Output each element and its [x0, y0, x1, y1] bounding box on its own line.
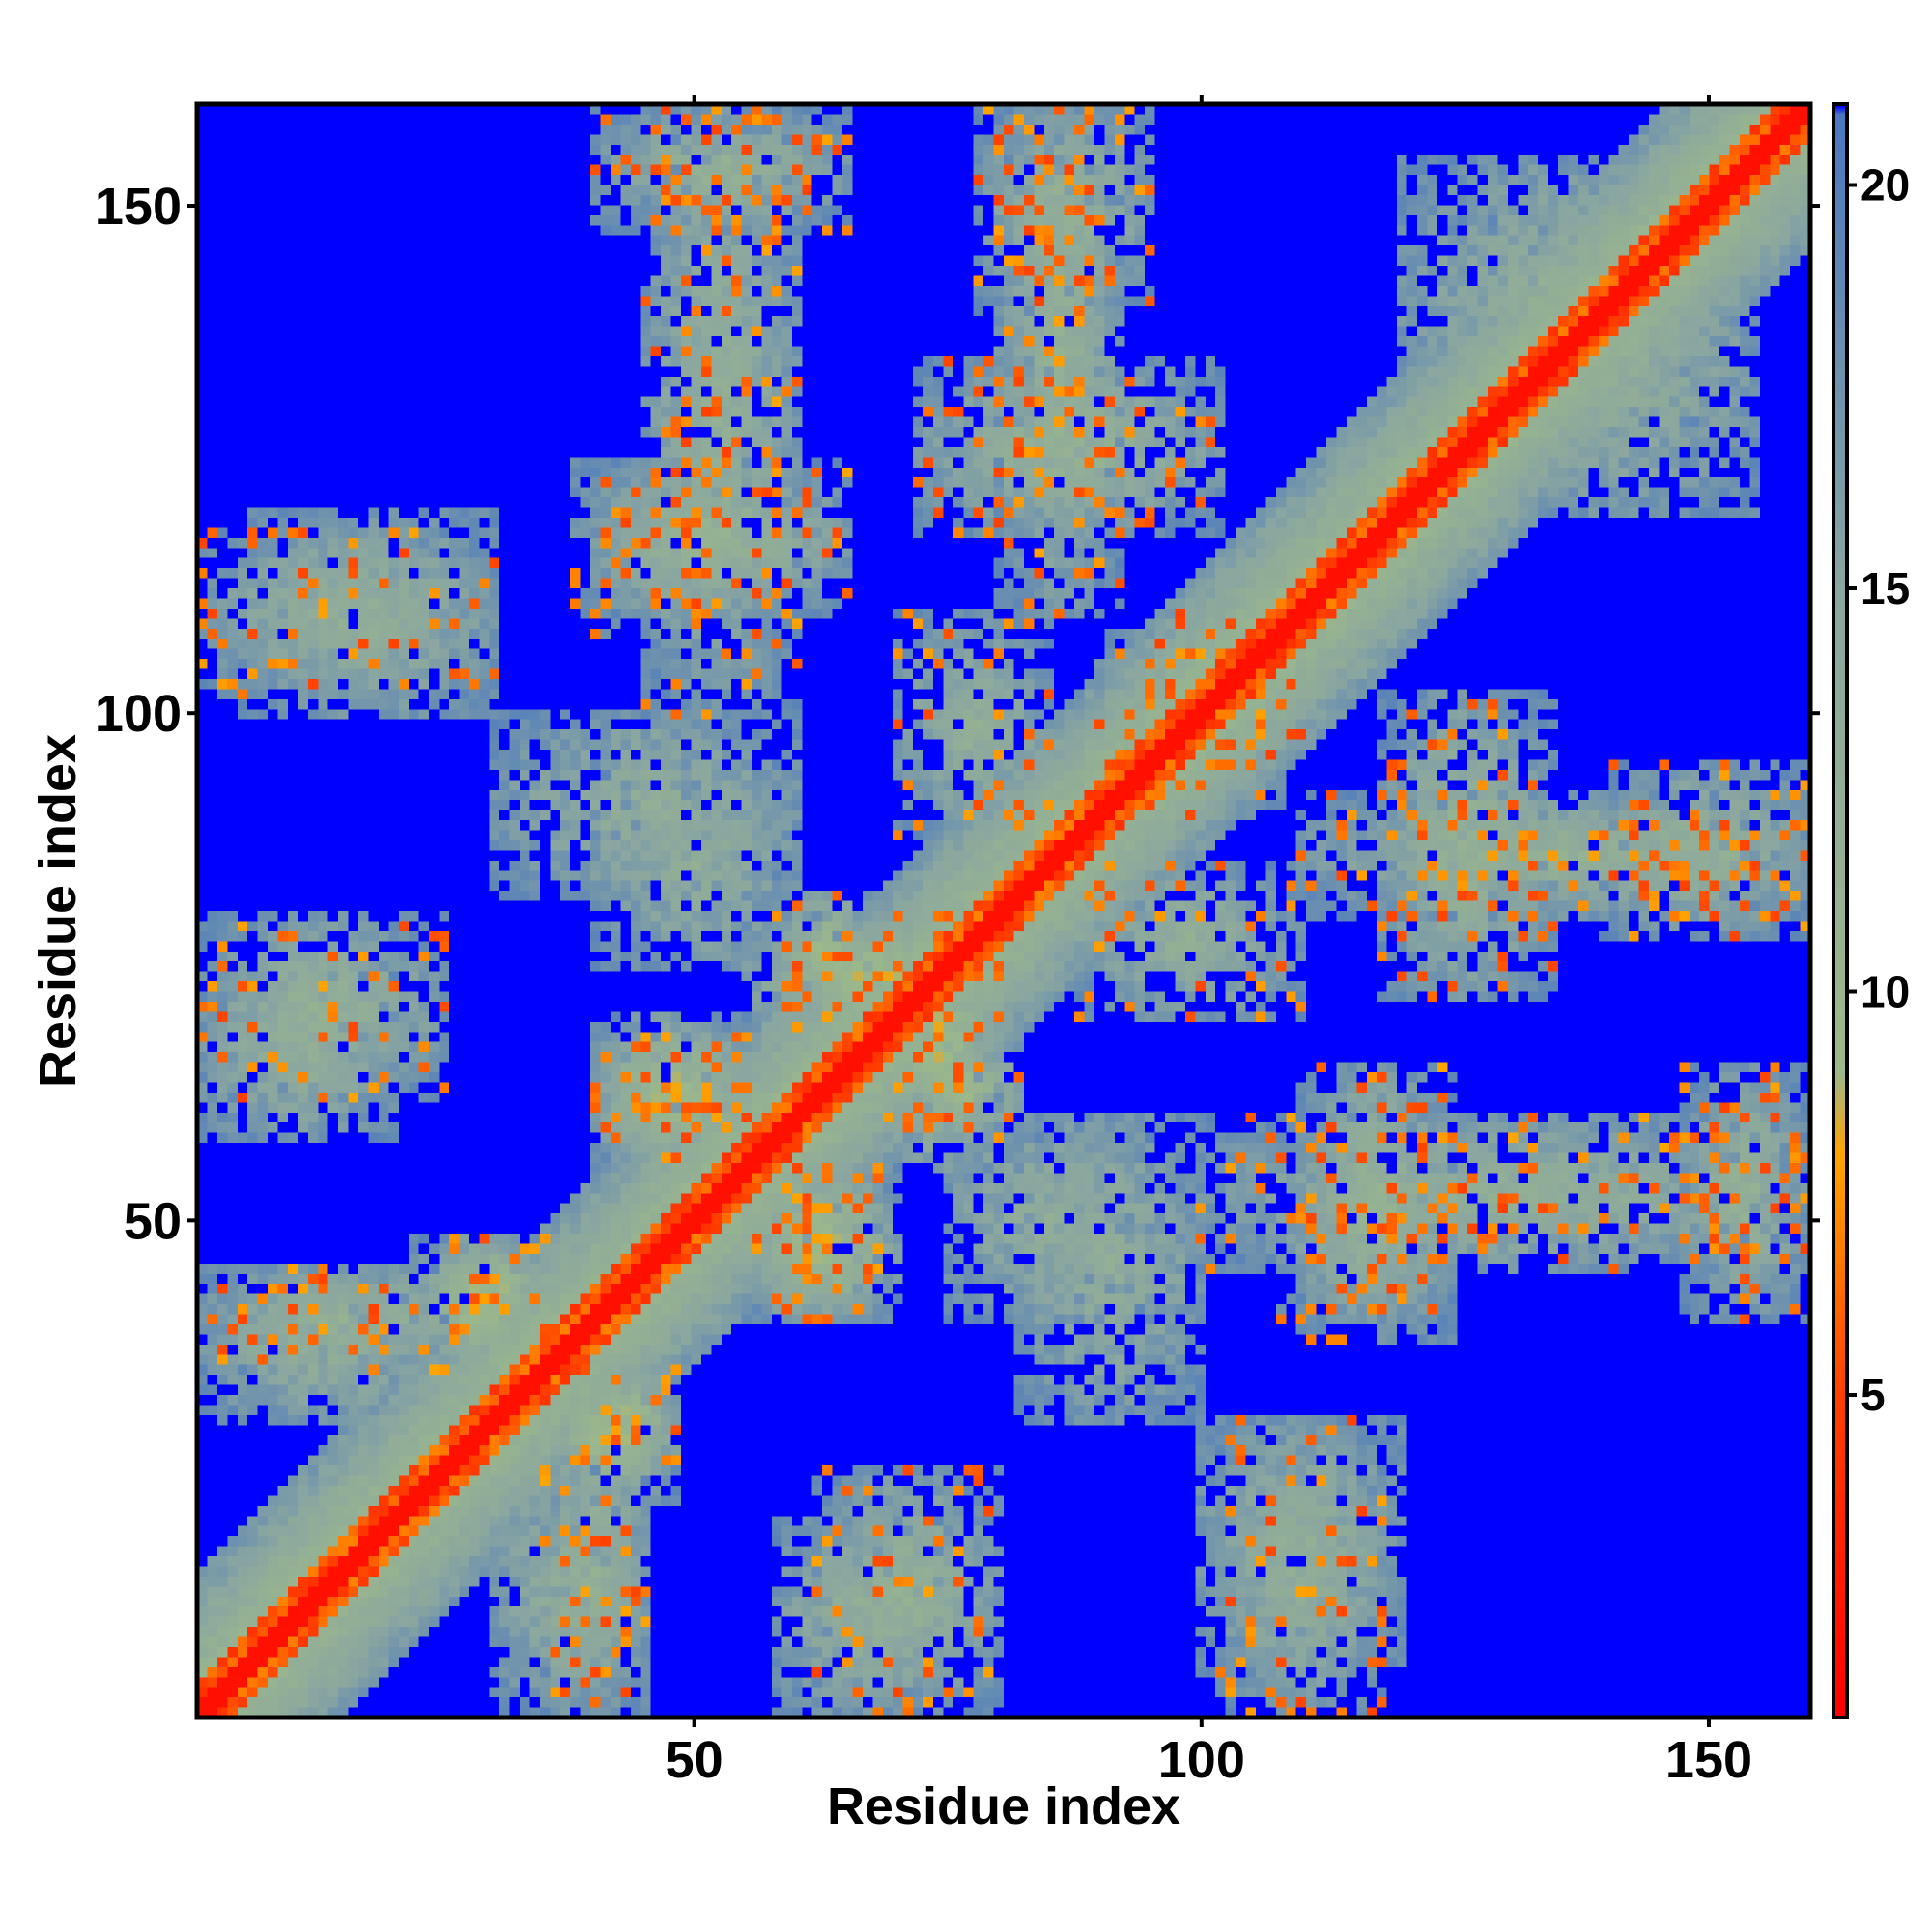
colorbar-frame	[1832, 102, 1849, 1719]
colorbar-ticks: 5 10 15 20	[1847, 160, 1910, 1420]
colorbar	[1833, 104, 1847, 1718]
heatmap-plot-area	[197, 104, 1810, 1718]
colorbar-tick-label: 20	[1861, 160, 1910, 211]
colorbar-tick-label: 10	[1861, 967, 1910, 1017]
y-axis-title: Residue index	[29, 734, 87, 1088]
x-tick-label: 50	[666, 1731, 724, 1789]
x-axis-title: Residue index	[827, 1777, 1180, 1835]
colorbar-tick-label: 5	[1861, 1370, 1886, 1420]
plot-frame	[194, 101, 1813, 1720]
x-tick-label: 150	[1665, 1731, 1752, 1789]
x-axis-ticks: 50 100 150	[666, 95, 1752, 1789]
y-tick-label: 150	[95, 178, 182, 236]
y-tick-label: 100	[95, 685, 182, 743]
y-axis-ticks: 50 100 150	[95, 178, 1820, 1250]
x-tick-label: 100	[1158, 1731, 1245, 1789]
y-tick-label: 50	[124, 1192, 182, 1250]
colorbar-tick-label: 15	[1861, 563, 1910, 613]
